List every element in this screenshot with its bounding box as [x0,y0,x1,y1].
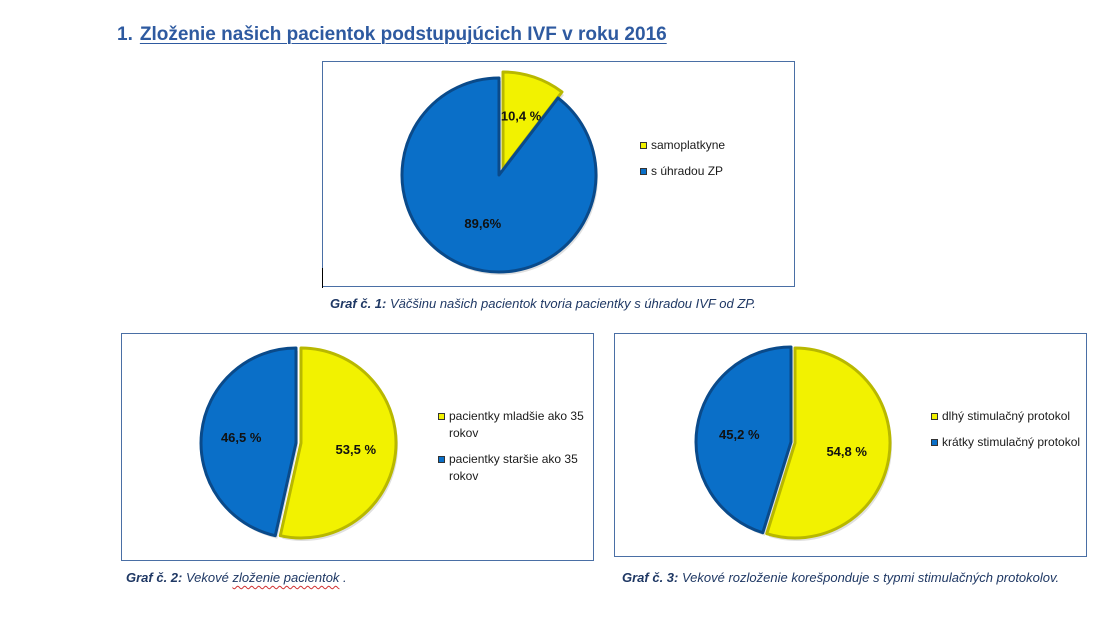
slice-wedge [199,346,298,538]
legend-item: pacientky staršie ako 35 rokov [438,451,588,485]
legend-item: krátky stimulačný protokol [931,434,1081,451]
caption-text: Vekové [182,570,233,585]
chart-2-slice-1 [278,346,399,541]
legend-swatch-blue [640,168,647,175]
legend-swatch-yellow [438,413,445,420]
chart-1-data-label-1: 10,4 % [501,109,542,124]
legend-swatch-blue [438,456,445,463]
heading-text: Zloženie našich pacientok podstupujúcich… [139,24,667,45]
legend-item: s úhradou ZP [640,163,790,180]
chart-3-data-label-1: 54,8 % [826,444,867,459]
caption-text-misspelled: zloženie pacientok [232,570,340,585]
caption-label: Graf č. 3: [622,570,679,585]
chart-2-data-label-2: 46,5 % [221,430,262,445]
chart-3-pie: 54,8 % 45,2 % [694,345,893,541]
slice-wedge [501,70,564,171]
chart-2-legend: pacientky mladšie ako 35 rokov pacientky… [438,408,588,494]
caption-text: Väčšinu našich pacientok tvoria pacientk… [386,296,756,311]
chart-3-legend: dlhý stimulačný protokol krátky stimulač… [931,408,1081,460]
heading-number: 1. [117,24,133,45]
chart-3-frame: 54,8 % 45,2 % dlhý stimulačný protokol kr… [614,333,1087,557]
legend-label: dlhý stimulačný protokol [942,409,1071,423]
caption-text: Vekové rozloženie korešponduje s typmi s… [678,570,1060,585]
legend-label: pacientky staršie ako 35 rokov [449,452,578,483]
chart-1-caption: Graf č. 1: Väčšinu našich pacientok tvor… [330,296,756,311]
chart-2-frame: 53,5 % 46,5 % pacientky mladšie ako 35 ro… [121,333,594,561]
slice-wedge [400,76,598,274]
chart-3-slice-2 [694,345,793,536]
legend-swatch-blue [931,439,938,446]
chart-1-legend: samoplatkyne s úhradou ZP [640,137,790,189]
caption-text-end: . [339,570,347,585]
chart-2-data-label-1: 53,5 % [336,442,377,457]
legend-label: samoplatkyne [651,138,726,152]
legend-item: dlhý stimulačný protokol [931,408,1081,425]
legend-label: krátky stimulačný protokol [942,435,1081,449]
chart-1-pie: 10,4 % 89,6% [400,70,599,275]
caption-label: Graf č. 1: [330,296,387,311]
chart-1-frame: 10,4 % 89,6% samoplatkyne s úhradou ZP [322,61,795,287]
slice-wedge [278,346,398,540]
legend-label: s úhradou ZP [651,164,724,178]
text-cursor [322,268,323,288]
chart-2-caption: Graf č. 2: Vekové zloženie pacientok . [126,570,347,585]
legend-swatch-yellow [931,413,938,420]
chart-3-data-label-2: 45,2 % [719,427,760,442]
caption-label: Graf č. 2: [126,570,183,585]
page-heading: 1. Zloženie našich pacientok podstupujúci… [117,24,667,46]
chart-1-data-label-2: 89,6% [464,216,501,231]
slice-wedge [694,345,793,535]
slice-wedge [765,346,892,540]
chart-3-caption: Graf č. 3: Vekové rozloženie korešponduj… [622,570,1059,585]
legend-label: pacientky mladšie ako 35 rokov [449,409,584,440]
chart-2-slice-2 [199,346,298,539]
chart-3-slice-1 [765,346,893,541]
legend-item: pacientky mladšie ako 35 rokov [438,408,588,442]
legend-item: samoplatkyne [640,137,790,154]
legend-swatch-yellow [640,142,647,149]
chart-2-pie: 53,5 % 46,5 % [199,346,399,541]
chart-1-slice-2 [400,76,599,275]
